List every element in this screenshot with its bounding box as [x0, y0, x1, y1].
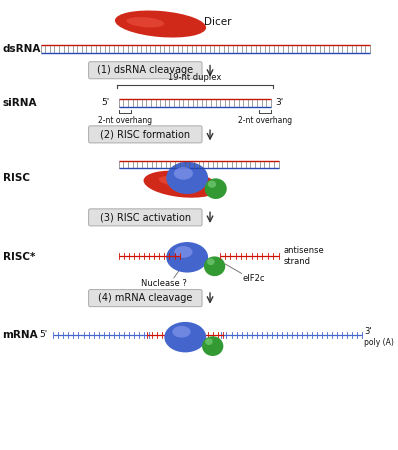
Ellipse shape	[204, 256, 225, 276]
Ellipse shape	[115, 10, 206, 37]
Text: RISC*: RISC*	[3, 252, 35, 262]
Text: 2-nt overhang: 2-nt overhang	[238, 116, 292, 125]
Text: (2) RISC formation: (2) RISC formation	[100, 130, 190, 140]
Text: 5': 5'	[39, 330, 47, 339]
Ellipse shape	[174, 246, 193, 258]
Text: RISC: RISC	[3, 173, 29, 183]
FancyBboxPatch shape	[89, 62, 202, 79]
Text: Dicer: Dicer	[204, 17, 232, 27]
Text: 5': 5'	[101, 99, 109, 108]
Ellipse shape	[166, 242, 208, 273]
Ellipse shape	[205, 178, 227, 199]
Ellipse shape	[205, 338, 213, 345]
Text: eIF2c: eIF2c	[242, 274, 265, 284]
Ellipse shape	[207, 258, 215, 265]
Ellipse shape	[126, 17, 164, 27]
Ellipse shape	[144, 171, 219, 198]
Ellipse shape	[164, 322, 206, 352]
Text: 3': 3'	[275, 99, 284, 108]
Text: 19-nt duplex: 19-nt duplex	[168, 73, 222, 82]
FancyBboxPatch shape	[89, 126, 202, 143]
Text: mRNA: mRNA	[3, 330, 38, 340]
Text: (1) dsRNA cleavage: (1) dsRNA cleavage	[97, 65, 193, 75]
Text: siRNA: siRNA	[3, 98, 37, 108]
Text: poly (A): poly (A)	[364, 338, 394, 347]
FancyBboxPatch shape	[89, 209, 202, 226]
Ellipse shape	[208, 180, 216, 188]
Text: antisense
strand: antisense strand	[283, 246, 324, 266]
Ellipse shape	[202, 336, 223, 356]
Text: dsRNA: dsRNA	[3, 44, 41, 54]
Text: (4) mRNA cleavage: (4) mRNA cleavage	[98, 293, 193, 303]
Text: 2-nt overhang: 2-nt overhang	[98, 116, 152, 125]
Text: (3) RISC activation: (3) RISC activation	[100, 212, 191, 222]
Ellipse shape	[159, 176, 193, 186]
Ellipse shape	[174, 167, 193, 180]
Ellipse shape	[172, 326, 191, 338]
FancyBboxPatch shape	[89, 290, 202, 306]
Text: Nuclease ?: Nuclease ?	[141, 279, 187, 288]
Text: 3': 3'	[364, 327, 372, 336]
Ellipse shape	[166, 162, 208, 194]
